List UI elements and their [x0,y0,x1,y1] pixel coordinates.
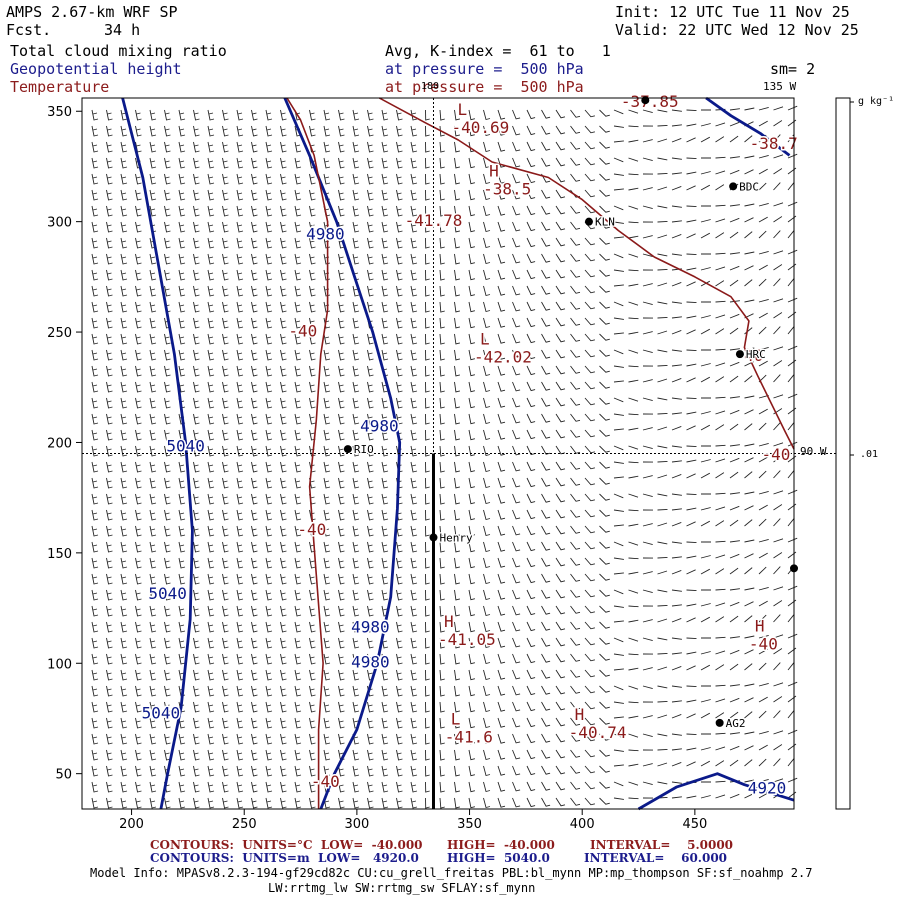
contour-label: -41.78 [405,211,463,230]
y-tick-label: 50 [55,768,72,783]
x-tick-label: 300 [344,817,369,832]
station-marker [343,445,352,454]
station-marker [735,350,744,359]
contour-label: -40 [762,445,791,464]
contour-label: 5040 [142,703,181,722]
valid-time: Valid: 22 UTC Wed 12 Nov 25 [615,21,859,39]
y-tick-label: 200 [47,436,72,451]
temp-contour-info: CONTOURS: UNITS=°C LOW= -40.000 [150,838,423,852]
height-pressure: at pressure = 500 hPa [385,60,584,78]
contour-label: -37.85 [621,92,679,111]
forecast-label: Fcst. [6,21,52,39]
extremum-marker: L [451,709,461,728]
station-label: RIO [354,443,374,456]
contour-label: -40 [311,772,340,791]
extremum-marker: H [575,705,585,724]
extremum-marker: L [480,330,490,349]
wind-barb-field [91,105,798,809]
station-label: KLN [595,216,615,229]
annotations: -37.85 -38.7 -41.78 -40 -40 -40 -40 -40 4980 4980… [82,90,836,809]
station-marker [729,182,738,191]
height-contour-info: CONTOURS: UNITS=m LOW= 4920.0 [150,851,419,865]
plot-frame [81,97,795,810]
contour-label: -40 [288,321,317,340]
y-tick-label: 350 [47,105,72,120]
height-contours [121,96,795,811]
x-tick-label: 400 [570,817,595,832]
temp-contour-high: HIGH= -40.000 [447,838,555,852]
x-tick-label: 250 [232,817,257,832]
forecast-hour: 34 h [104,21,141,39]
station-marker [715,718,724,727]
y-tick-label: 300 [47,216,72,231]
model-title: AMPS 2.67-km WRF SP [6,3,178,21]
contour-label: 5040 [148,584,187,603]
extremum-value: -40 [749,635,778,654]
height-contour [705,96,791,157]
init-time: Init: 12 UTC Tue 11 Nov 25 [615,3,850,21]
contour-label: -40 [734,346,763,365]
temperature-contour [286,97,329,809]
model-info-line1: Model Info: MPASv8.2.3-194-gf29cd82c CU:… [90,866,813,880]
temperature-pressure: at pressure = 500 hPa [385,78,584,96]
extremum-marker: H [444,612,454,631]
field-height: Geopotential height [10,60,182,78]
x-tick-label: 450 [682,817,707,832]
extremum-value: -41.6 [445,727,493,746]
height-contour-high: HIGH= 5040.0 [447,851,550,865]
temperature-contour [379,97,795,450]
station-marker [429,533,438,542]
extremum-value: -41.05 [438,630,496,649]
axes: 200 250 300 350 400 450 50 100 150 200 250 300 350 [47,105,707,832]
model-info-line2: LW:rrtmg_lw SW:rrtmg_sw SFLAY:sf_mynn [268,881,536,895]
contour-label: 5040 [166,436,205,455]
y-tick-label: 100 [47,657,72,672]
lon-90w-label: 90 W [800,445,827,458]
height-contour [637,772,795,811]
field-cloud: Total cloud mixing ratio [10,42,227,60]
extremum-value: -40.74 [569,723,627,742]
smoothing: sm= 2 [770,60,816,78]
extremum-value: -38.5 [483,180,531,199]
station-label: BDC [739,180,759,193]
extremum-marker: H [489,162,499,181]
x-tick-label: 200 [119,817,144,832]
x-tick-label: 350 [457,817,482,832]
station-label: HRC [746,348,766,361]
k-index-average: Avg, K-index = 61 to 1 [385,42,611,60]
wind-barbs [91,105,798,809]
height-contour [121,97,194,810]
contour-label: 4920 [748,779,787,798]
extremum-value: -42.02 [474,348,532,367]
height-contour [283,97,402,810]
extremum-value: -40.69 [452,118,510,137]
extremum-marker: H [755,617,765,636]
contour-label: 4980 [360,416,399,435]
station-label: Henry [439,531,472,544]
colorbar [835,97,851,810]
contour-label: 4980 [351,617,390,636]
y-tick-label: 150 [47,547,72,562]
lon-180-label: 180 [421,81,440,92]
temperature-contours [286,97,795,809]
contour-label: -38.7 [750,134,798,153]
lon-135w-label: 135 W [763,80,797,93]
station-label: AG2 [726,717,746,730]
colorbar-label: .01 [860,449,879,460]
contour-label: 4980 [351,653,390,672]
contour-label: -40 [297,520,326,539]
colorbar-units: g kg⁻¹ [858,96,895,107]
height-contour-interval: INTERVAL= 60.000 [584,851,728,865]
temp-contour-interval: INTERVAL= 5.0000 [590,838,734,852]
station-marker [584,217,593,226]
station-marker [641,96,650,105]
extremum-marker: L [458,100,468,119]
contour-label: 4980 [306,224,345,243]
y-tick-label: 250 [47,326,72,341]
field-temperature: Temperature [10,78,110,96]
